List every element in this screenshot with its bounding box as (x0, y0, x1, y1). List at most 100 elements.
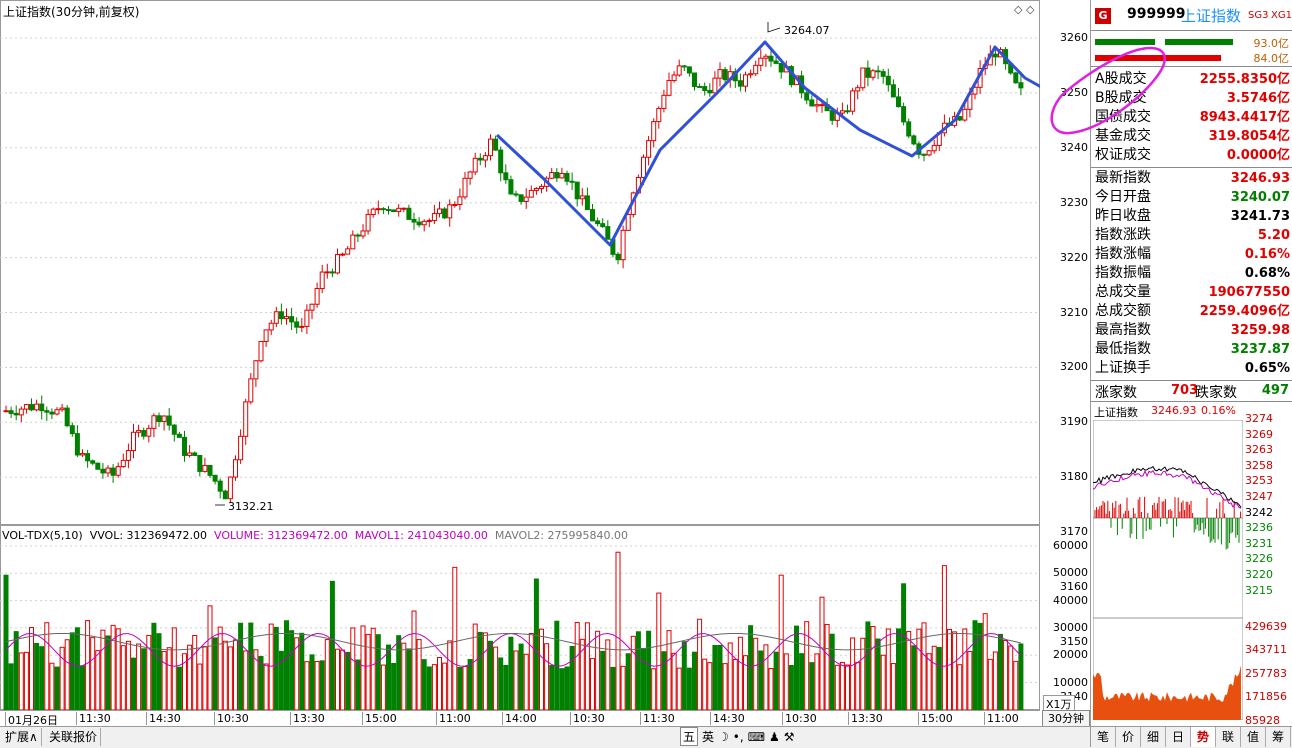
candlestick (192, 451, 198, 456)
price-tick-label: 3150 (1060, 634, 1088, 648)
keyboard-icon[interactable]: ⌨ (747, 729, 766, 744)
index-stat-value: 3240.07 (1230, 190, 1290, 205)
candlestick (1018, 75, 1024, 96)
quote-tab-4[interactable]: 势 (1191, 727, 1216, 747)
volume-svg[interactable] (0, 525, 1040, 711)
turnover-label: B股成交 (1095, 90, 1147, 106)
volume-bar (299, 632, 305, 711)
volume-bar (345, 651, 351, 711)
volume-bar (416, 639, 422, 711)
wubi-icon[interactable]: 五 (680, 727, 699, 746)
quote-tab-6[interactable]: 值 (1241, 727, 1266, 747)
candlestick (426, 218, 432, 228)
mini-avg-line (1093, 469, 1242, 509)
volume-bar (85, 620, 91, 711)
time-tick-label: 11:00 (436, 712, 471, 725)
mini-price-tick: 3258 (1245, 458, 1273, 472)
volume-bar (278, 650, 284, 711)
main-candlestick-chart[interactable]: 上证指数(30分钟,前复权) ◇ ◇ 3264.07 3132.21 (0, 0, 1141, 698)
index-stat-label: 指数振幅 (1095, 265, 1151, 281)
sell-amount: 84.0亿 (1253, 52, 1290, 65)
candlestick (309, 303, 315, 320)
volume-bar (911, 645, 917, 711)
volume-bar (931, 645, 937, 711)
volume-bar (641, 648, 646, 711)
candlestick (906, 118, 912, 139)
candlestick (49, 408, 55, 420)
price-tick-label: 3170 (1060, 525, 1088, 539)
volume-bar (855, 662, 861, 711)
price-tick-label: 3260 (1060, 31, 1088, 44)
mini-volume-tick: 257783 (1245, 666, 1287, 680)
volume-bar (824, 623, 830, 711)
volume-bar (982, 613, 988, 711)
candlestick (416, 217, 422, 228)
volume-bar (447, 640, 453, 711)
volume-bar (809, 662, 815, 711)
mini-price-tick: 3226 (1245, 552, 1273, 566)
mini-price-tick: 3220 (1245, 568, 1273, 581)
expand-tab[interactable]: 扩展∧ (2, 728, 42, 746)
candlestick (885, 68, 891, 92)
quote-tab-1[interactable]: 价 (1116, 727, 1141, 747)
index-stat-value: 5.20 (1257, 228, 1290, 243)
volume-tick-label: 20000 (1053, 648, 1088, 662)
candlestick (182, 430, 187, 462)
index-stat-row: 昨日收盘 3241.73 (1095, 207, 1290, 226)
volume-bar (661, 651, 667, 711)
volume-bar (921, 622, 927, 711)
related-quote-tab[interactable]: 关联报价 (46, 728, 102, 746)
index-stat-label: 指数涨幅 (1095, 246, 1151, 262)
mini-price-tick: 3247 (1245, 490, 1273, 503)
candlestick (488, 134, 493, 161)
settings-icon[interactable]: ⚒ (783, 729, 795, 744)
quote-tab-3[interactable]: 日 (1166, 727, 1191, 747)
quote-tab-0[interactable]: 笔 (1091, 727, 1116, 747)
volume-bar (380, 664, 386, 711)
volume-bar (156, 633, 162, 711)
english-mode-icon[interactable]: 英 (702, 730, 715, 744)
volume-bar (406, 648, 412, 711)
volume-bar (513, 650, 519, 711)
buy-bar-left (1095, 39, 1155, 45)
low-price-label: 3132.21 (228, 500, 274, 513)
candlestick (768, 49, 774, 67)
quote-tab-2[interactable]: 细 (1141, 727, 1166, 747)
turnover-value: 8943.4417亿 (1199, 110, 1290, 125)
price-tick-label: 3230 (1060, 195, 1088, 209)
volume-bar (635, 631, 641, 711)
moon-icon[interactable]: ☽ (718, 729, 729, 744)
volume-bar (197, 663, 203, 711)
period-selector[interactable]: 30分钟 (1042, 710, 1090, 728)
volume-bar (442, 662, 448, 711)
candlestick (845, 104, 850, 114)
user-icon[interactable]: ♟ (769, 729, 780, 744)
candlestick-svg[interactable] (0, 0, 1141, 698)
candlestick (13, 405, 19, 421)
candlestick (656, 106, 662, 129)
volume-bar (834, 664, 840, 711)
candlestick (171, 423, 177, 442)
index-stat-value: 0.68% (1244, 266, 1290, 281)
volume-bar (350, 627, 356, 711)
volume-chart[interactable]: VOL-TDX(5,10) VVOL: 312369472.00 VOLUME:… (0, 525, 1040, 711)
volume-bar (13, 631, 19, 711)
candlestick (564, 170, 570, 186)
volume-bar (498, 657, 504, 711)
index-stat-label: 指数涨跌 (1095, 227, 1151, 243)
candlestick (69, 422, 75, 437)
candlestick (462, 171, 468, 200)
volume-bar (258, 656, 264, 711)
intraday-mini-chart[interactable] (1093, 420, 1243, 720)
chart-window-controls[interactable]: ◇ ◇ (1014, 3, 1035, 16)
volume-bar (29, 627, 34, 711)
quote-tab-7[interactable]: 筹 (1266, 727, 1291, 747)
candlestick (146, 424, 152, 443)
punctuation-icon[interactable]: •, (732, 729, 744, 744)
price-tick-label: 3180 (1060, 470, 1088, 484)
time-tick-label: 14:00 (502, 712, 537, 725)
candlestick (482, 152, 488, 168)
quote-tab-5[interactable]: 联 (1216, 727, 1241, 747)
volume-bar (508, 636, 514, 711)
divider (1091, 401, 1292, 402)
